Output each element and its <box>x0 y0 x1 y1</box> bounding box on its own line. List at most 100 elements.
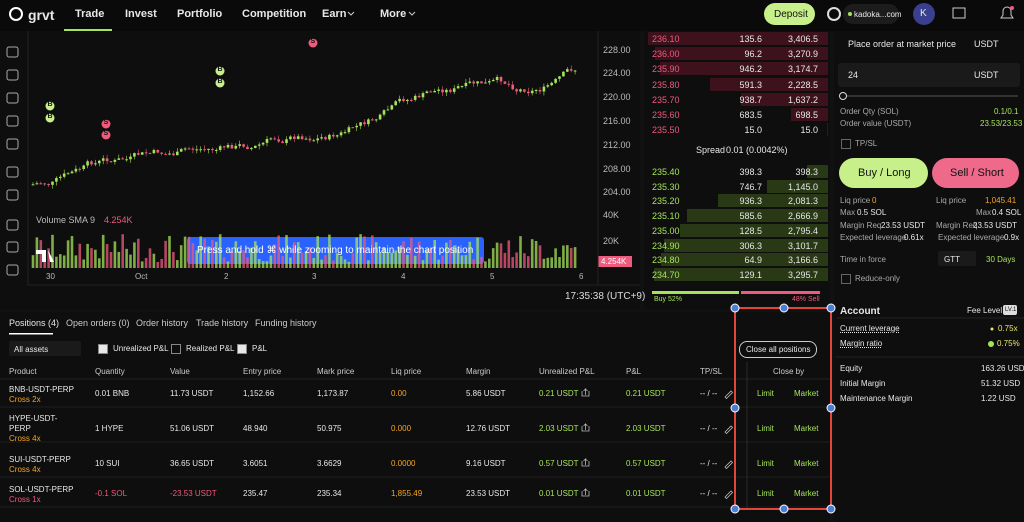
nav-item[interactable]: Invest <box>125 8 157 20</box>
nav-item[interactable]: More <box>380 8 407 20</box>
tab[interactable]: Funding history <box>255 318 317 328</box>
book-total[interactable]: 698.5 <box>795 110 818 120</box>
book-price[interactable]: 235.80 <box>652 79 680 90</box>
currency-select[interactable]: USDT <box>974 39 999 49</box>
book-total[interactable]: 3,406.5 <box>787 34 818 44</box>
book-price[interactable]: 235.30 <box>652 181 680 192</box>
close-all-label[interactable]: Close all positions <box>746 345 811 354</box>
book-size[interactable]: 306.3 <box>739 240 762 251</box>
book-price[interactable]: 235.10 <box>652 211 680 222</box>
book-total[interactable]: 1,637.2 <box>787 94 818 105</box>
product-name[interactable]: HYPE-USDT-PERP <box>9 414 58 433</box>
book-price[interactable]: 235.40 <box>652 167 680 177</box>
deposit-button[interactable] <box>764 3 815 25</box>
reduce-check[interactable] <box>841 274 851 284</box>
market-button[interactable]: Market <box>794 389 819 398</box>
buy-button[interactable] <box>839 158 928 188</box>
tab[interactable]: Trade history <box>196 318 249 328</box>
nav-item[interactable]: Earn <box>322 8 347 20</box>
amount-currency[interactable]: USDT <box>974 70 999 80</box>
book-size[interactable]: 129.1 <box>739 269 762 280</box>
book-size[interactable]: 585.6 <box>739 211 762 222</box>
nav-item[interactable]: Portfolio <box>177 8 223 20</box>
book-size[interactable]: 96.2 <box>744 49 762 60</box>
checkbox-label[interactable]: P&L <box>252 344 268 353</box>
book-total[interactable]: 15.0 <box>800 125 818 136</box>
market-button[interactable]: Market <box>794 459 819 468</box>
limit-button[interactable]: Limit <box>757 389 774 398</box>
checkbox[interactable] <box>171 344 181 354</box>
sell-label[interactable]: Sell / Short <box>950 167 1004 179</box>
close-all-button[interactable] <box>739 341 817 358</box>
buy-label[interactable]: Buy / Long <box>858 167 911 179</box>
nav-item[interactable]: Competition <box>242 8 307 20</box>
book-size[interactable]: 128.5 <box>739 225 762 236</box>
book-size[interactable]: 683.5 <box>739 110 762 120</box>
account-email[interactable]: kadoka...com <box>854 10 902 19</box>
reduce-only-label[interactable]: Reduce-only <box>855 274 900 283</box>
tif-value[interactable]: GTT <box>944 255 960 264</box>
book-total[interactable]: 3,174.7 <box>787 64 818 75</box>
nav-item[interactable]: Trade <box>75 8 105 20</box>
book-total[interactable]: 3,270.9 <box>787 49 818 60</box>
tif-days[interactable]: 30 Days <box>986 255 1016 264</box>
product-name[interactable]: SUI-USDT-PERP <box>9 455 71 464</box>
book-price[interactable]: 234.90 <box>652 240 680 251</box>
tpsl-label[interactable]: TP/SL <box>855 139 878 148</box>
book-size[interactable]: 135.6 <box>739 34 762 44</box>
tpsl-check[interactable] <box>841 139 851 149</box>
book-total[interactable]: 1,145.0 <box>787 181 818 192</box>
book-price[interactable]: 235.90 <box>652 64 680 75</box>
limit-button[interactable]: Limit <box>757 424 774 433</box>
deposit-label[interactable]: Deposit <box>774 9 808 20</box>
book-size[interactable]: 64.9 <box>744 255 762 266</box>
product-name[interactable]: SOL-USDT-PERP <box>9 485 74 494</box>
tab[interactable]: Open orders (0) <box>66 318 130 328</box>
book-total[interactable]: 2,795.4 <box>787 225 818 236</box>
book-price[interactable]: 235.70 <box>652 94 680 105</box>
avatar-letter[interactable]: K <box>920 8 927 19</box>
book-price[interactable]: 235.20 <box>652 196 680 207</box>
volume-bar <box>417 241 421 268</box>
book-price[interactable]: 234.80 <box>652 255 680 266</box>
book-price[interactable]: 234.70 <box>652 269 680 280</box>
product-name[interactable]: BNB-USDT-PERP <box>9 385 74 394</box>
book-total[interactable]: 2,081.3 <box>787 196 818 207</box>
limit-button[interactable]: Limit <box>757 489 774 498</box>
book-size[interactable]: 746.7 <box>739 181 762 192</box>
book-size[interactable]: 946.2 <box>739 64 762 75</box>
tif-select[interactable] <box>938 251 976 266</box>
book-price[interactable]: 235.60 <box>652 110 680 120</box>
book-size[interactable]: 398.3 <box>739 167 762 177</box>
book-price[interactable]: 236.10 <box>652 34 680 44</box>
amount-input[interactable] <box>838 63 1020 87</box>
limit-button[interactable]: Limit <box>757 459 774 468</box>
tab[interactable]: Positions (4) <box>9 318 60 328</box>
book-total[interactable]: 2,228.5 <box>787 79 818 90</box>
book-total[interactable]: 2,666.9 <box>787 211 818 222</box>
tab[interactable]: Order history <box>136 318 189 328</box>
book-price[interactable]: 235.50 <box>652 125 680 136</box>
logo[interactable]: grvt <box>28 7 55 23</box>
book-size[interactable]: 938.7 <box>739 94 762 105</box>
sell-button[interactable] <box>932 158 1019 188</box>
asset-filter-label[interactable]: All assets <box>14 345 49 354</box>
book-total[interactable]: 3,295.7 <box>787 269 818 280</box>
book-price[interactable]: 235.00 <box>652 225 680 236</box>
checkbox[interactable] <box>98 344 108 354</box>
book-price[interactable]: 236.00 <box>652 49 680 60</box>
book-total[interactable]: 3,166.6 <box>787 255 818 266</box>
account-pill[interactable] <box>843 4 899 24</box>
book-total[interactable]: 398.3 <box>795 167 818 177</box>
market-button[interactable]: Market <box>794 424 819 433</box>
amount-value[interactable]: 24 <box>848 70 859 80</box>
book-size[interactable]: 936.3 <box>739 196 762 207</box>
book-size[interactable]: 15.0 <box>744 125 762 136</box>
checkbox-label[interactable]: Realized P&L <box>186 344 235 353</box>
book-total[interactable]: 3,101.7 <box>787 240 818 251</box>
market-button[interactable]: Market <box>794 489 819 498</box>
book-size[interactable]: 591.3 <box>739 79 762 90</box>
checkbox-label[interactable]: Unrealized P&L <box>113 344 169 353</box>
checkbox[interactable] <box>237 344 247 354</box>
asset-filter[interactable] <box>9 341 81 356</box>
